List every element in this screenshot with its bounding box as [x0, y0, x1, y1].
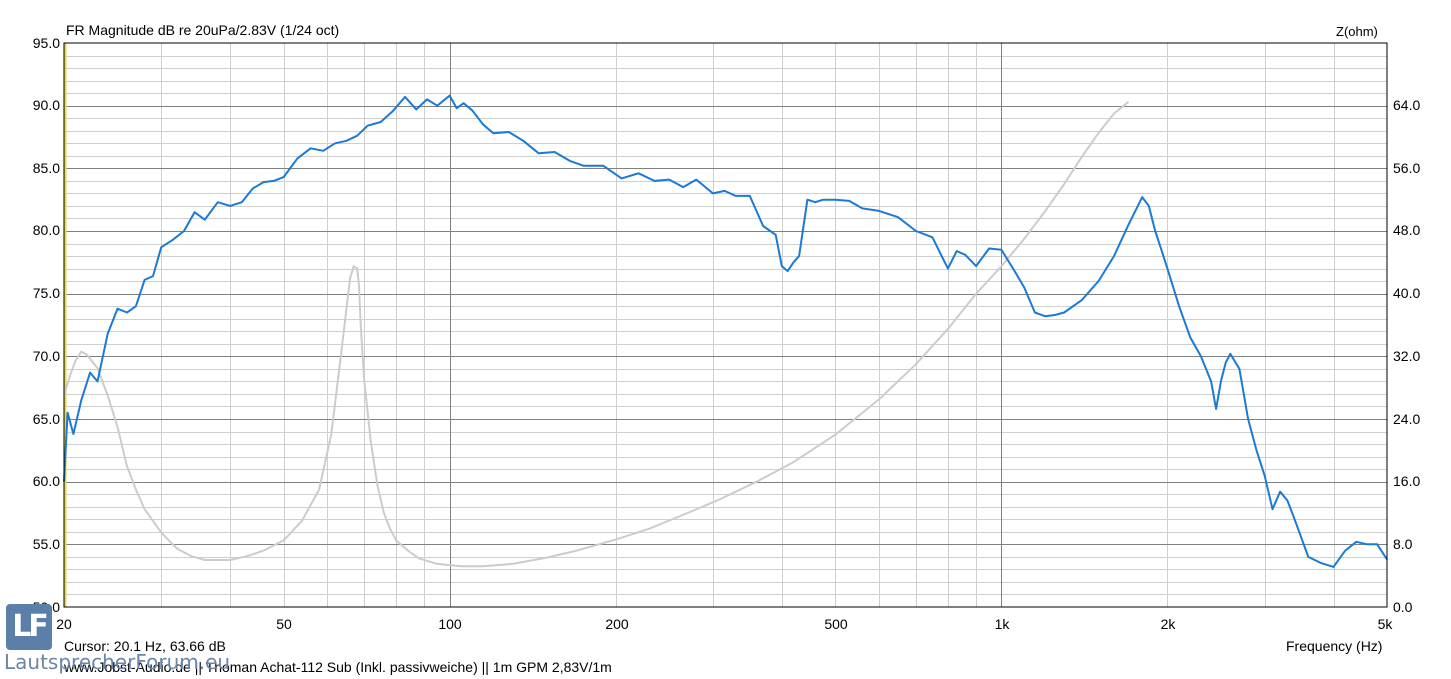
y-right-tick: 0.0 [1393, 599, 1413, 615]
y-left-tick: 60.0 [32, 473, 60, 489]
y-right-tick: 24.0 [1393, 411, 1421, 427]
x-tick: 2k [1160, 616, 1176, 632]
y-right-tick: 48.0 [1393, 222, 1421, 238]
lf-logo-icon: LF [6, 604, 52, 650]
minor-grid [64, 43, 1387, 607]
y-right-tick: 32.0 [1393, 348, 1421, 364]
y-left-tick: 80.0 [32, 222, 60, 238]
y-left-tick: 85.0 [32, 160, 60, 176]
x-tick: 50 [276, 616, 292, 632]
forum-watermark: LautsprecherForum.eu [4, 650, 231, 674]
x-tick: 5k [1377, 616, 1393, 632]
y-left-tick: 65.0 [32, 411, 60, 427]
frequency-response-curve [63, 94, 1388, 568]
impedance-curve [63, 101, 1130, 568]
chart-title: FR Magnitude dB re 20uPa/2.83V (1/24 oct… [66, 22, 340, 38]
y-right-tick: 8.0 [1393, 536, 1413, 552]
measurement-info: www.Jobst-Audio.de || Thoman Achat-112 S… [64, 659, 612, 675]
x-tick: 1k [994, 616, 1010, 632]
series-layer [63, 94, 1388, 568]
cursor-readout: Cursor: 20.1 Hz, 63.66 dB [64, 638, 226, 654]
plot-area [64, 43, 1387, 607]
y-left-tick: 95.0 [32, 35, 60, 51]
plot-border [63, 42, 1388, 608]
y-right-tick: 40.0 [1393, 285, 1421, 301]
y-left-tick: 90.0 [32, 97, 60, 113]
x-tick: 20 [56, 616, 72, 632]
y-right-tick: 16.0 [1393, 473, 1421, 489]
x-tick: 200 [605, 616, 629, 632]
x-tick: 500 [824, 616, 848, 632]
y-left-tick: 75.0 [32, 285, 60, 301]
x-axis-label: Frequency (Hz) [1286, 638, 1383, 654]
y-right-tick: 56.0 [1393, 160, 1421, 176]
right-axis-label: Z(ohm) [1336, 24, 1378, 39]
y-right-tick: 64.0 [1393, 97, 1421, 113]
major-grid [64, 43, 1387, 607]
y-left-tick: 55.0 [32, 536, 60, 552]
x-tick: 100 [438, 616, 462, 632]
y-left-tick: 70.0 [32, 348, 60, 364]
